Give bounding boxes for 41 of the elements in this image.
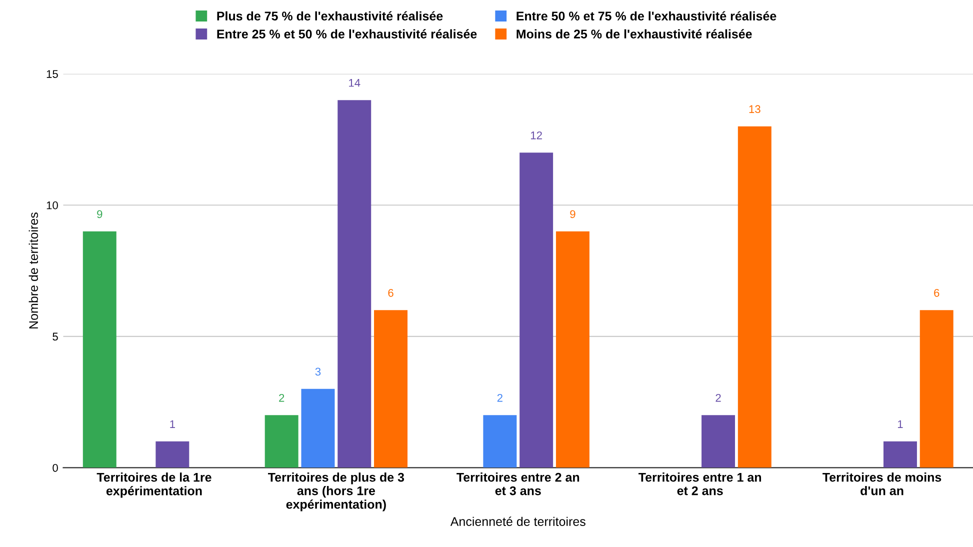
legend-label: Plus de 75 % de l'exhaustivité réalisée: [217, 11, 443, 20]
bar: [883, 441, 917, 468]
data-label: 2: [716, 394, 721, 402]
bar: [483, 415, 517, 468]
data-label: 1: [898, 420, 903, 428]
x-axis-title: Ancienneté de territoires: [450, 516, 586, 526]
bar: [264, 415, 298, 468]
y-tick-label: 15: [46, 70, 58, 78]
bar: [374, 310, 408, 468]
y-axis-title: Nombre de territoires: [28, 212, 38, 328]
bar: [156, 441, 190, 468]
legend-label: Moins de 25 % de l'exhaustivité réalisée: [516, 29, 752, 38]
y-tick-label: 5: [52, 332, 58, 341]
data-label: 6: [388, 288, 394, 297]
data-label: 2: [279, 394, 284, 402]
x-tick-label: Territoires de la 1re expérimentation: [96, 472, 212, 498]
bar: [338, 100, 372, 468]
bar: [556, 231, 590, 468]
legend-label: Entre 50 % et 75 % de l'exhaustivité réalisée: [516, 11, 776, 20]
y-tick-label: 0: [52, 464, 58, 472]
x-tick-label: Territoires entre 2 an et 3 ans: [456, 472, 580, 496]
y-tick-label: 10: [46, 201, 58, 210]
bar: [82, 231, 116, 468]
data-label: 12: [530, 131, 542, 140]
data-label: 2: [497, 394, 502, 402]
data-label: 13: [749, 105, 760, 114]
x-tick-label: Territoires de plus de 3 ans (hors 1re expérimentation): [268, 472, 404, 512]
x-tick-label: Territoires entre 1 an et 2 ans: [638, 472, 762, 496]
bar: [301, 388, 335, 468]
data-label: 14: [349, 79, 360, 87]
legend-label: Entre 25 % et 50 % de l'exhaustivité réalisée: [217, 29, 477, 38]
bar: [738, 126, 772, 468]
data-label: 6: [934, 288, 940, 297]
data-label: 1: [170, 420, 175, 428]
data-label: 3: [315, 368, 321, 376]
bar: [520, 152, 554, 468]
data-label: 9: [570, 210, 576, 218]
bar: [702, 415, 736, 468]
data-label: 9: [97, 210, 102, 218]
x-tick-label: Territoires de moins d'un an: [822, 472, 942, 496]
bar: [920, 310, 954, 468]
